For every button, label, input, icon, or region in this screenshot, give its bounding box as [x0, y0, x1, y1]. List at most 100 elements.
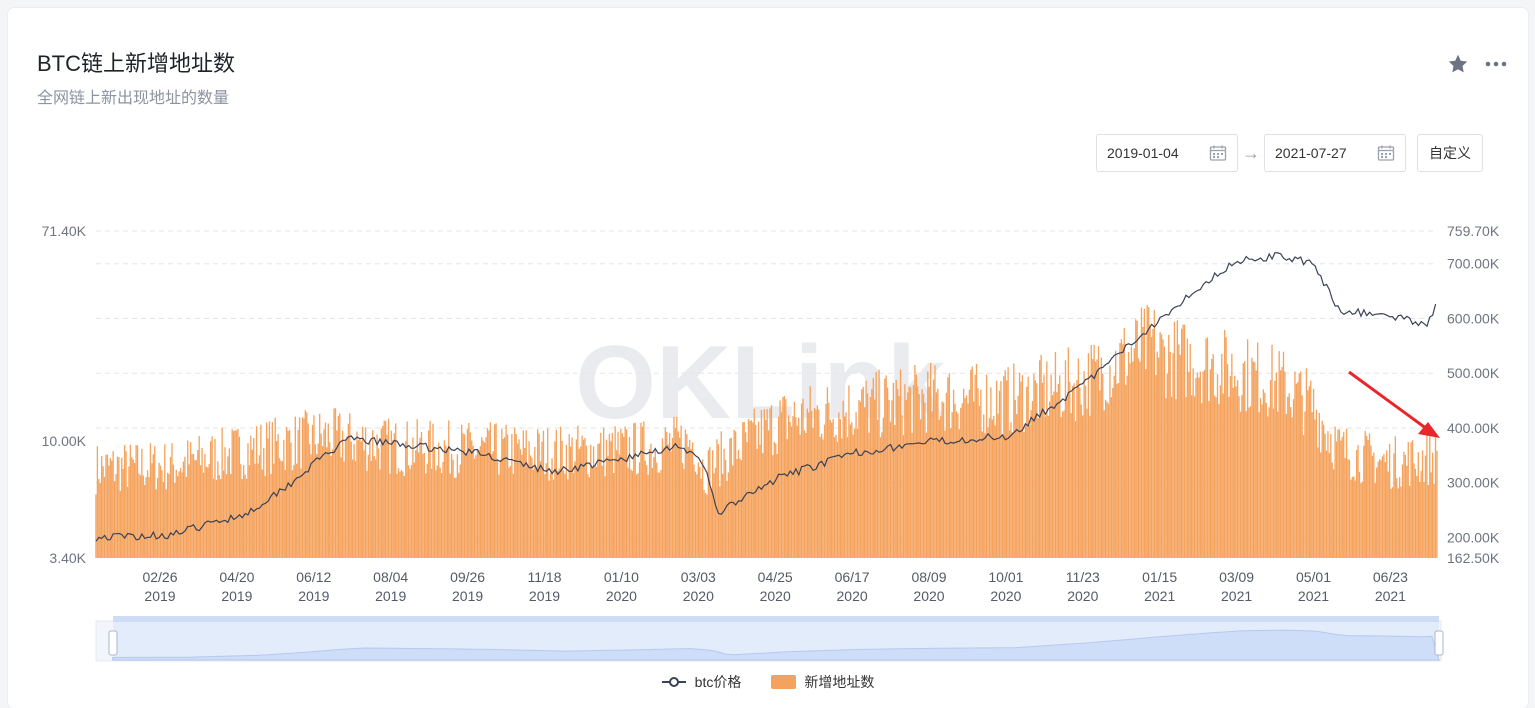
bar[interactable]	[657, 472, 659, 558]
bar[interactable]	[739, 458, 741, 558]
bar[interactable]	[990, 387, 992, 558]
bar[interactable]	[722, 473, 724, 558]
bar[interactable]	[161, 470, 163, 558]
bar[interactable]	[951, 412, 953, 558]
bar[interactable]	[760, 410, 763, 558]
bar[interactable]	[403, 475, 405, 558]
bar[interactable]	[772, 455, 774, 558]
bar[interactable]	[944, 430, 946, 558]
bar[interactable]	[1238, 396, 1240, 558]
bar[interactable]	[1305, 368, 1308, 558]
start-date-input[interactable]: 2019-01-04	[1096, 134, 1238, 172]
bar[interactable]	[304, 410, 306, 558]
bar[interactable]	[1288, 393, 1290, 558]
bar[interactable]	[419, 437, 421, 558]
bar[interactable]	[158, 462, 160, 558]
bar[interactable]	[1338, 429, 1341, 558]
bar[interactable]	[1272, 408, 1275, 559]
bar[interactable]	[895, 380, 897, 558]
bar[interactable]	[1040, 354, 1042, 558]
bar[interactable]	[231, 429, 233, 558]
bar[interactable]	[214, 439, 216, 558]
bar[interactable]	[892, 382, 895, 558]
bar[interactable]	[519, 449, 522, 558]
bar[interactable]	[436, 465, 438, 558]
bar[interactable]	[1089, 415, 1091, 558]
bar[interactable]	[212, 478, 215, 559]
bar[interactable]	[1307, 390, 1309, 558]
bar[interactable]	[732, 465, 734, 559]
bar[interactable]	[955, 411, 958, 558]
bar[interactable]	[1265, 402, 1267, 558]
bar[interactable]	[125, 451, 127, 558]
bar[interactable]	[432, 423, 434, 558]
bar[interactable]	[189, 442, 192, 558]
bar[interactable]	[286, 427, 288, 558]
bar[interactable]	[562, 470, 565, 558]
bar[interactable]	[141, 448, 143, 558]
bar[interactable]	[846, 437, 849, 558]
bar[interactable]	[845, 412, 847, 559]
bar[interactable]	[1213, 395, 1216, 558]
bar[interactable]	[1343, 431, 1345, 558]
bar[interactable]	[1099, 390, 1101, 559]
bar[interactable]	[293, 465, 295, 558]
bar[interactable]	[1242, 363, 1244, 558]
bar[interactable]	[251, 449, 253, 558]
bar[interactable]	[980, 389, 982, 558]
bar[interactable]	[149, 443, 152, 558]
bar[interactable]	[603, 427, 605, 559]
bar[interactable]	[1133, 348, 1135, 558]
bar[interactable]	[1069, 381, 1071, 558]
bar[interactable]	[204, 454, 206, 558]
bar[interactable]	[1113, 375, 1115, 558]
bar[interactable]	[221, 427, 223, 559]
bar[interactable]	[96, 446, 99, 558]
bar[interactable]	[683, 469, 685, 558]
bar[interactable]	[1211, 359, 1213, 558]
bar[interactable]	[690, 449, 692, 558]
bar[interactable]	[1026, 386, 1028, 558]
bar[interactable]	[1195, 378, 1197, 558]
bar[interactable]	[864, 407, 866, 558]
bar[interactable]	[430, 468, 433, 559]
bar[interactable]	[574, 461, 576, 558]
bar[interactable]	[109, 458, 111, 558]
bar[interactable]	[531, 457, 533, 558]
bar[interactable]	[1106, 401, 1108, 558]
bar[interactable]	[805, 433, 807, 558]
bar[interactable]	[885, 375, 887, 558]
bar[interactable]	[327, 423, 329, 559]
bar[interactable]	[1322, 424, 1325, 558]
bar[interactable]	[516, 443, 519, 558]
bar[interactable]	[1215, 397, 1217, 558]
bar[interactable]	[1119, 343, 1121, 558]
bar[interactable]	[195, 460, 197, 558]
bar[interactable]	[514, 427, 516, 559]
bar[interactable]	[991, 419, 993, 559]
bar[interactable]	[646, 465, 648, 558]
bar[interactable]	[673, 416, 675, 558]
bar[interactable]	[1043, 374, 1045, 558]
bar[interactable]	[798, 417, 800, 558]
bar[interactable]	[825, 403, 827, 558]
bar[interactable]	[310, 454, 312, 558]
bar[interactable]	[179, 467, 182, 558]
bar[interactable]	[1298, 373, 1300, 558]
bar[interactable]	[822, 439, 824, 559]
bar[interactable]	[331, 449, 334, 558]
bar[interactable]	[1163, 346, 1166, 559]
bar[interactable]	[261, 469, 263, 558]
bar[interactable]	[1076, 380, 1078, 558]
bar[interactable]	[1295, 383, 1298, 558]
bar[interactable]	[1331, 462, 1333, 558]
bar[interactable]	[1061, 411, 1064, 558]
bar[interactable]	[526, 464, 529, 558]
legend-item-price[interactable]: btc价格	[661, 672, 741, 692]
bar[interactable]	[658, 472, 661, 558]
bar[interactable]	[931, 411, 933, 558]
bar[interactable]	[366, 470, 368, 558]
bar[interactable]	[806, 408, 808, 558]
bar[interactable]	[1093, 344, 1095, 558]
bar[interactable]	[782, 397, 784, 558]
